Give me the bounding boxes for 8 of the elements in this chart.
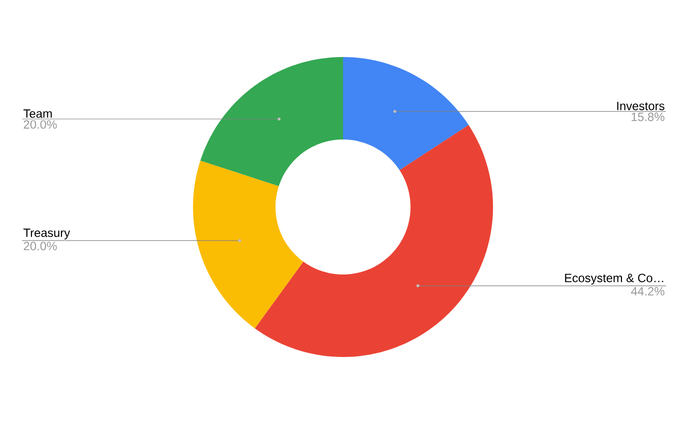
slice-label: Team [23,109,52,118]
data-label: 44.2% [631,287,664,296]
slice-label: Treasury [23,228,70,240]
data-label: 15.8% [632,112,664,122]
slice-label: Investors [617,102,664,110]
slice-label: Ecosystem & Co… [565,274,664,285]
data-label: 20.0% [24,120,57,129]
data-label: 20.0% [24,242,57,250]
